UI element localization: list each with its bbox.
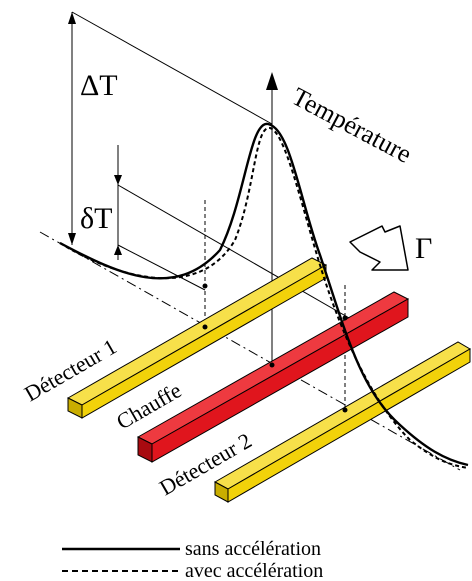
legend-dashed-label: avec accélération bbox=[185, 560, 323, 581]
detector1-bar bbox=[66, 257, 328, 419]
legend: sans accélération avec accélération bbox=[62, 538, 323, 581]
gamma-arrow bbox=[349, 225, 409, 271]
curve-without-acceleration bbox=[59, 122, 469, 467]
curve-dot-2 bbox=[342, 315, 348, 321]
delta-T-small-label: δT bbox=[80, 202, 112, 235]
heater-bar bbox=[136, 291, 410, 463]
heater-side bbox=[151, 298, 409, 463]
heater-dot bbox=[269, 362, 275, 368]
construction-lines bbox=[71, 11, 371, 412]
delta-T-arrow-bottom bbox=[68, 233, 76, 245]
baseline-axis bbox=[39, 231, 461, 471]
delta-T-top-line bbox=[71, 11, 273, 125]
detector1-dot bbox=[202, 324, 208, 330]
small-delta-T-top-line bbox=[117, 184, 371, 331]
delta-T-arrow-top bbox=[68, 12, 76, 24]
curve-dot-1 bbox=[202, 283, 208, 289]
detector2-side bbox=[227, 348, 471, 503]
detector1-side bbox=[81, 264, 327, 419]
temperature-label: Température bbox=[287, 82, 416, 169]
detector2-top bbox=[213, 341, 471, 490]
marker-dots bbox=[202, 283, 348, 413]
small-delta-T-arrow-top bbox=[114, 175, 122, 185]
temperature-arrowhead bbox=[266, 72, 278, 90]
legend-solid-label: sans accélération bbox=[185, 538, 321, 560]
small-delta-T-bottom-line bbox=[117, 244, 206, 291]
curve-with-acceleration bbox=[59, 127, 469, 469]
detector2-dot bbox=[342, 407, 348, 413]
delta-T-big-label: ΔT bbox=[80, 69, 118, 102]
small-delta-T-arrow-bottom bbox=[114, 245, 122, 255]
detector2-bar bbox=[213, 341, 471, 503]
gamma-label: Γ bbox=[415, 232, 432, 265]
